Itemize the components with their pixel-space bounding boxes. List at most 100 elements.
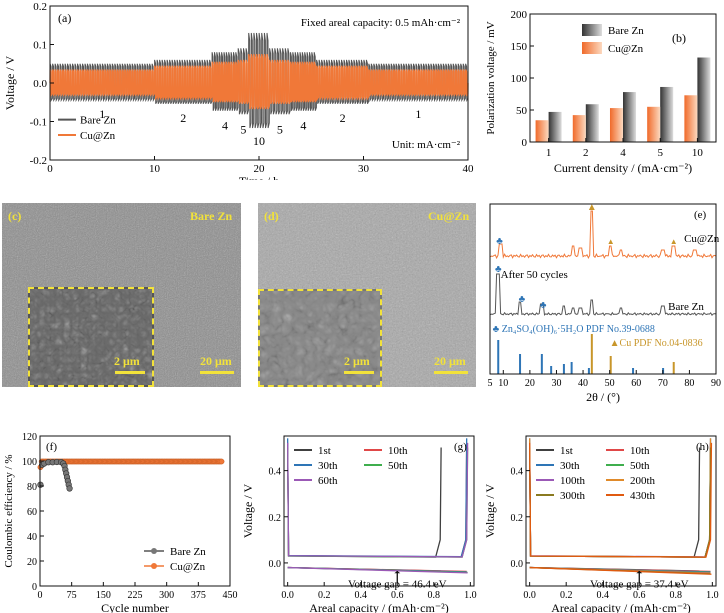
svgH-ytick-label: 0.2 — [511, 513, 524, 524]
panel-a-ytick-label: 0.0 — [33, 78, 47, 90]
panel-f-ytick-label: 40 — [27, 532, 37, 543]
panel-f-xtick-label: 300 — [159, 590, 174, 601]
scale-label-d: 20 μm — [434, 354, 466, 368]
x-axis-label: Areal capacity / (mAh·cm⁻²) — [309, 601, 449, 613]
y-axis-label: Voltage / V — [241, 484, 255, 539]
charge-curve-100th — [529, 442, 712, 558]
panel-f-xtick-label: 375 — [191, 590, 206, 601]
xrd-label-after-cycles: After 50 cycles — [501, 269, 568, 281]
annotation-unit: Unit: mA·cm⁻² — [392, 139, 461, 151]
panel-a-ytick-label: 0.1 — [33, 40, 47, 52]
panel-a-xtick-label: 40 — [463, 163, 475, 175]
svgG-ytick-label: 0.0 — [269, 559, 282, 570]
legend-label-10th: 10th — [630, 445, 650, 457]
sem-inset-bare — [28, 287, 154, 387]
charge-curve-1st — [287, 447, 442, 558]
data-point-bare-zn — [66, 485, 73, 492]
svgH-frame — [525, 435, 717, 587]
legend-label-30th: 30th — [318, 460, 338, 472]
zhs-marker: ♣ — [496, 236, 503, 247]
discharge-curve-430th — [529, 566, 712, 575]
panel-f-xtick-label: 450 — [223, 590, 238, 601]
panel-f-ytick-label: 60 — [27, 507, 37, 518]
legend-label-50th: 50th — [388, 460, 408, 472]
panel-e-xtick-label: 80 — [684, 378, 694, 389]
rate-label: 5 — [240, 122, 246, 136]
legend-label-cu-zn: Cu@Zn — [170, 561, 206, 573]
cu-marker: ▲ — [587, 202, 597, 213]
svgH-ytick-label: 0.0 — [511, 559, 524, 570]
svgG-xtick-label: 0.0 — [281, 590, 294, 601]
panel-b-ytick-label: 200 — [511, 9, 528, 21]
xrd-pattern-cu-zn — [489, 210, 717, 260]
zhs-marker: ♣ — [519, 294, 526, 305]
bar-cu-zn — [572, 115, 586, 142]
bar-cu-zn — [647, 106, 661, 142]
y-axis-label-f: Coulombic efficiency / % — [3, 454, 15, 567]
legend-label-1st: 1st — [318, 445, 331, 457]
panel-f-xtick-label: 0 — [38, 590, 43, 601]
svgG-xtick-label: 0.4 — [354, 590, 367, 601]
bar-cu-zn — [684, 95, 698, 142]
scalebar-d — [434, 371, 468, 374]
charge-curve-300th — [529, 447, 712, 558]
x-axis-label-f: Cycle number — [101, 601, 169, 613]
inset-scale-label-d: 2 μm — [344, 354, 370, 368]
rate-label: 2 — [180, 111, 186, 125]
legend-label-30th: 30th — [560, 460, 580, 472]
inset-scale-label-c: 2 μm — [114, 354, 140, 368]
panel-f-ytick-label: 100 — [22, 457, 37, 468]
legend-label-1st: 1st — [560, 445, 573, 457]
sem-title-bare-zn: Bare Zn — [190, 209, 233, 223]
panel-f-ytick-label: 0 — [32, 582, 37, 593]
sem-title-cu-zn: Cu@Zn — [428, 209, 470, 223]
x-axis-label-b: Current density / (mA·cm⁻²) — [554, 161, 692, 175]
legend-label-50th: 50th — [630, 460, 650, 472]
panel-e-xtick-label: 5 — [488, 378, 493, 389]
panel-b-xtick-label: 2 — [583, 147, 589, 159]
panel-b-ytick-label: 50 — [516, 105, 528, 117]
panel-label-a: (a) — [58, 11, 71, 25]
bar-cu-zn — [609, 108, 623, 142]
xrd-label-bare-zn: Bare Zn — [668, 301, 704, 313]
rate-label: 1 — [415, 107, 421, 121]
panel-a-ytick-label: 0.2 — [33, 1, 47, 13]
bar-bare-zn — [585, 104, 599, 142]
data-point-cu-zn — [218, 458, 225, 465]
bar-bare-zn — [548, 111, 562, 142]
rate-label: 2 — [340, 111, 346, 125]
panel-f-ytick-label: 80 — [27, 482, 37, 493]
panel-b-ytick-label: 100 — [511, 73, 528, 85]
series-line-cu-zn — [49, 53, 469, 110]
bar-bare-zn — [623, 92, 637, 142]
panel-label-e: (e) — [694, 209, 707, 221]
panel-e-xtick-label: 60 — [631, 378, 641, 389]
scalebar-c — [200, 371, 234, 374]
panel-f-ytick-label: 20 — [27, 557, 37, 568]
legend-label-200th: 200th — [630, 475, 656, 487]
panel-f-ytick-label: 120 — [22, 432, 37, 443]
svgG-ytick-label: 0.4 — [269, 467, 282, 478]
panel-a-ytick-label: -0.2 — [30, 155, 47, 167]
svgG-xtick-label: 0.2 — [318, 590, 331, 601]
legend-label-10th: 10th — [388, 445, 408, 457]
voltage-gap-label: Voltage gap = 46.4 eV — [348, 579, 447, 591]
svgH-xtick-label: 0.4 — [596, 590, 609, 601]
charge-curve-430th — [529, 442, 713, 558]
charge-curve-50th — [529, 447, 712, 558]
inset-scalebar-d — [344, 371, 374, 374]
panel-a-xtick-label: 10 — [149, 163, 161, 175]
legend-label-bare-zn: Bare Zn — [608, 25, 644, 37]
annotation-fixed-capacity: Fixed areal capacity: 0.5 mAh·cm⁻² — [301, 17, 461, 29]
panel-b-ytick-label: 150 — [511, 41, 528, 53]
x-axis-label: Areal capacity / (mAh·cm⁻²) — [551, 601, 691, 613]
y-axis-label-b: Polarization voltage / mV — [485, 21, 497, 134]
panel-a: 0 10 20 30 40 -0.2 -0.1 0.0 0.1 0.2 Time / h Voltag… — [3, 1, 475, 180]
legend-label-300th: 300th — [560, 490, 586, 502]
panel-e-xtick-label: 10 — [498, 378, 508, 389]
gap-arrow-head — [636, 571, 643, 574]
panel-a-xtick-label: 30 — [358, 163, 370, 175]
x-axis-label-a: Time / h — [239, 174, 279, 180]
panel-a-xtick-label: 0 — [47, 163, 53, 175]
